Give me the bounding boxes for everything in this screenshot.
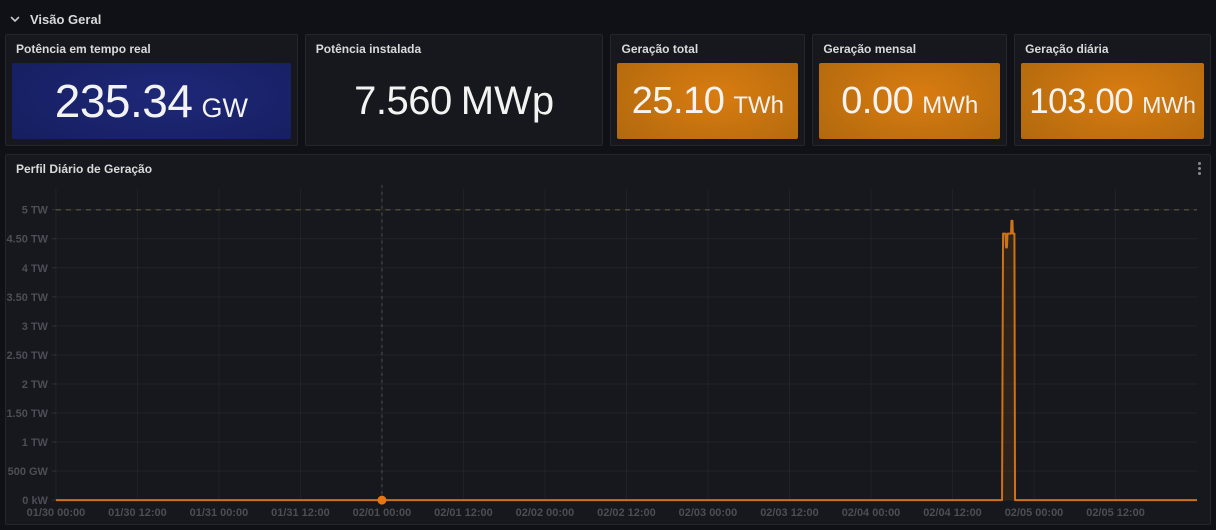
- y-tick-label: 2.50 TW: [6, 350, 48, 362]
- x-tick-label: 02/02 12:00: [597, 507, 656, 519]
- stat-panel-potencia-tempo-real: Potência em tempo real 235.34 GW: [5, 34, 298, 146]
- chart-panel-title[interactable]: Perfil Diário de Geração: [16, 162, 153, 176]
- stat-unit: MWh: [922, 92, 979, 119]
- stat-value: 103.00: [1029, 81, 1134, 121]
- x-tick-label: 02/01 12:00: [434, 507, 493, 519]
- stat-value-area: 25.10 TWh: [617, 63, 799, 139]
- chart-panel-header: Perfil Diário de Geração: [6, 155, 1210, 183]
- time-series-chart[interactable]: 0 kW 500 GW 1 TW 1.50 TW 2 TW 2.50 TW 3 TW 3.50…: [6, 155, 1210, 524]
- y-tick-label: 4 TW: [22, 263, 49, 275]
- annotation-marker-icon[interactable]: [377, 495, 387, 505]
- chevron-down-icon: [9, 13, 21, 25]
- y-tick-label: 5 TW: [22, 205, 49, 217]
- chart-panel-perfil-diario: Perfil Diário de Geração 0 kW 500 GW 1 TW 1…: [5, 154, 1211, 525]
- stat-value-area: 235.34 GW: [12, 63, 291, 139]
- series-line: [55, 219, 1198, 502]
- stat-unit: GW: [201, 93, 248, 123]
- row-header: Visão Geral: [9, 6, 1211, 32]
- x-tick-label: 02/02 00:00: [516, 507, 575, 519]
- stat-unit: MWp: [460, 79, 555, 123]
- y-axis: 0 kW 500 GW 1 TW 1.50 TW 2 TW 2.50 TW 3 TW 3.50…: [6, 205, 1198, 507]
- stat-value-area: 0.00 MWh: [819, 63, 1001, 139]
- x-tick-label: 02/05 00:00: [1005, 507, 1064, 519]
- x-tick-label: 01/31 00:00: [190, 507, 249, 519]
- x-tick-label: 02/04 12:00: [923, 507, 982, 519]
- stat-row: Potência em tempo real 235.34 GW Potênci…: [5, 34, 1211, 146]
- y-tick-label: 500 GW: [8, 466, 49, 478]
- y-tick-label: 3 TW: [22, 321, 49, 333]
- stat-panel-geracao-mensal: Geração mensal 0.00 MWh: [812, 34, 1008, 146]
- stat-value: 7.560: [354, 79, 452, 123]
- x-tick-label: 01/30 00:00: [27, 507, 86, 519]
- row-title: Visão Geral: [30, 11, 102, 27]
- stat-value-area: 103.00 MWh: [1021, 63, 1204, 139]
- y-tick-label: 4.50 TW: [6, 234, 48, 246]
- panel-title[interactable]: Potência em tempo real: [16, 42, 151, 56]
- panel-title[interactable]: Geração mensal: [823, 42, 917, 56]
- y-tick-label: 1 TW: [22, 437, 49, 449]
- stat-value: 0.00: [841, 80, 914, 122]
- y-tick-label: 2 TW: [22, 379, 49, 391]
- stat-value: 25.10: [631, 80, 725, 122]
- x-tick-label: 02/05 12:00: [1086, 507, 1145, 519]
- row-collapse-toggle[interactable]: Visão Geral: [9, 12, 101, 27]
- panel-title[interactable]: Geração diária: [1025, 42, 1109, 56]
- stat-panel-potencia-instalada: Potência instalada 7.560 MWp: [304, 34, 604, 146]
- panel-title[interactable]: Potência instalada: [315, 42, 422, 56]
- x-tick-label: 02/01 00:00: [353, 507, 412, 519]
- y-tick-label: 1.50 TW: [6, 408, 48, 420]
- x-tick-label: 01/31 12:00: [271, 507, 330, 519]
- y-tick-label: 0 kW: [22, 495, 48, 507]
- stat-value: 235.34: [54, 75, 193, 127]
- x-axis: 01/30 00:00 01/30 12:00 01/31 00:00 01/31 1…: [27, 188, 1145, 519]
- x-tick-label: 02/04 00:00: [842, 507, 901, 519]
- stat-unit: MWh: [1142, 91, 1196, 118]
- stat-unit: TWh: [733, 92, 785, 119]
- panel-title[interactable]: Geração total: [621, 42, 699, 56]
- x-tick-label: 02/03 00:00: [679, 507, 738, 519]
- x-tick-label: 02/03 12:00: [760, 507, 819, 519]
- x-tick-label: 01/30 12:00: [108, 507, 167, 519]
- kebab-menu-icon[interactable]: [1189, 155, 1210, 182]
- y-tick-label: 3.50 TW: [6, 292, 48, 304]
- stat-value-area: 7.560 MWp: [312, 63, 597, 139]
- stat-panel-geracao-diaria: Geração diária 103.00 MWh: [1014, 34, 1211, 146]
- stat-panel-geracao-total: Geração total 25.10 TWh: [610, 34, 806, 146]
